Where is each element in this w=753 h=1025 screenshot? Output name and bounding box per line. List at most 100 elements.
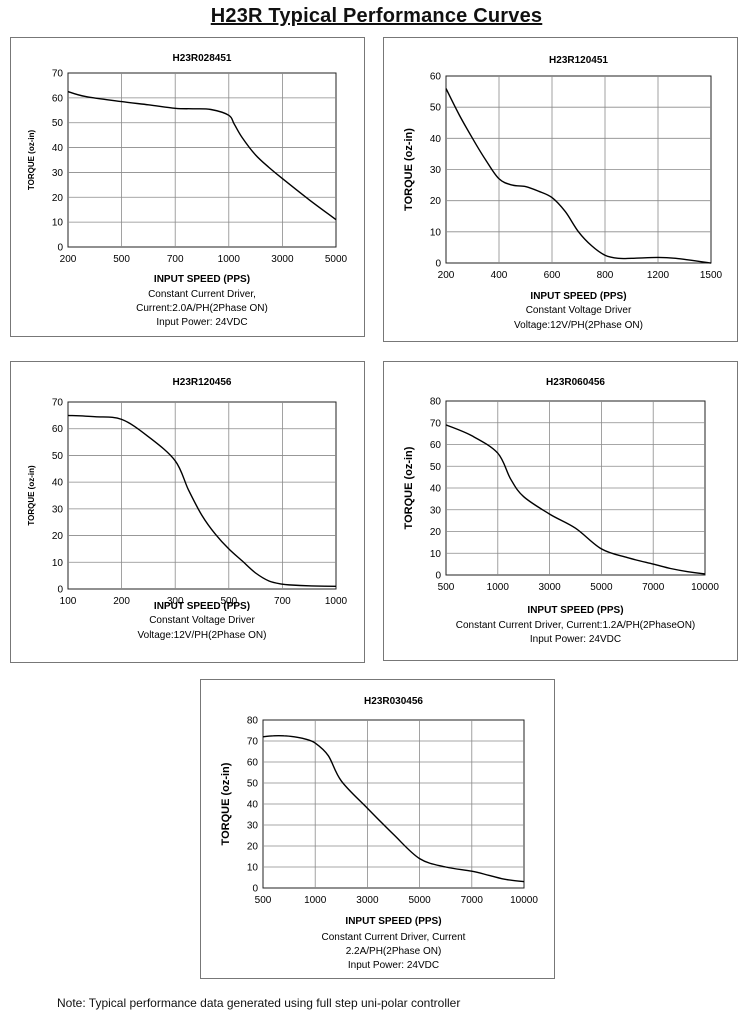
y-axis-label: TORQUE (oz-in): [27, 130, 36, 191]
x-tick-label: 10000: [510, 895, 538, 906]
chart-svg: H23R120451 0 10 20 30 40 50 60 200 400 600 800 1200 1…: [403, 55, 723, 331]
x-tick-label: 1000: [304, 895, 327, 906]
chart-title: H23R120456: [173, 377, 232, 388]
x-tick-label: 200: [113, 596, 130, 607]
chart-title: H23R030456: [364, 696, 423, 707]
y-tick-label: 40: [52, 143, 64, 154]
x-tick-label: 1000: [487, 582, 510, 593]
chart-caption-line: Constant Current Driver, Current:1.2A/PH…: [456, 620, 696, 631]
y-tick-label: 0: [57, 585, 63, 596]
y-tick-label: 70: [430, 418, 442, 429]
y-tick-label: 80: [247, 716, 259, 727]
y-tick-label: 30: [247, 821, 259, 832]
chart-caption-line: Input Power: 24VDC: [530, 634, 621, 645]
x-tick-label: 700: [274, 596, 291, 607]
torque-curve: [67, 414, 337, 587]
chart-caption-line: 2.2A/PH(2Phase ON): [346, 946, 442, 957]
x-tick-label: 1200: [647, 270, 670, 281]
y-tick-label: 0: [435, 259, 441, 270]
chart-caption-line: Current:2.0A/PH(2Phase ON): [136, 303, 268, 314]
chart-panel-h23r028451: H23R028451 0 10 20 30 40 50 60 70 200 500 700 1000 30…: [10, 37, 365, 337]
x-tick-label: 1000: [218, 254, 241, 265]
torque-curve: [67, 90, 337, 221]
y-tick-label: 20: [430, 527, 442, 538]
plot-area: [67, 401, 337, 590]
x-axis-label: INPUT SPEED (PPS): [154, 274, 250, 285]
x-tick-label: 5000: [408, 895, 431, 906]
y-axis-label: TORQUE (oz-in): [220, 762, 232, 845]
y-tick-label: 10: [247, 863, 259, 874]
y-tick-label: 70: [52, 69, 64, 80]
y-tick-label: 40: [52, 478, 64, 489]
x-tick-label: 7000: [642, 582, 665, 593]
torque-curve: [445, 88, 712, 264]
x-tick-label: 500: [255, 895, 272, 906]
y-axis-label: TORQUE (oz-in): [403, 128, 415, 211]
x-tick-label: 1000: [325, 596, 348, 607]
chart-caption-line: Constant Voltage Driver: [149, 615, 255, 626]
chart-title: H23R060456: [546, 377, 605, 388]
x-tick-label: 100: [60, 596, 77, 607]
y-tick-label: 30: [430, 505, 442, 516]
y-tick-label: 60: [247, 758, 259, 769]
x-tick-label: 3000: [538, 582, 561, 593]
chart-caption-line: Constant Voltage Driver: [526, 305, 632, 316]
y-tick-label: 60: [52, 93, 64, 104]
x-axis-label: INPUT SPEED (PPS): [530, 291, 626, 302]
y-tick-label: 20: [52, 531, 64, 542]
y-axis-label: TORQUE (oz-in): [27, 465, 36, 526]
x-tick-label: 800: [597, 270, 614, 281]
chart-svg: H23R120456 0 10 20 30 40 50 60 70 100 200 300 500 700…: [27, 377, 348, 641]
footnote: Note: Typical performance data generated…: [57, 996, 461, 1010]
y-tick-label: 60: [52, 424, 64, 435]
y-tick-label: 50: [52, 118, 64, 129]
chart-panel-h23r120456: H23R120456 0 10 20 30 40 50 60 70 100 200 300 500 700…: [10, 361, 365, 663]
x-tick-label: 5000: [590, 582, 613, 593]
y-tick-label: 0: [252, 884, 258, 895]
plot-area: [67, 72, 337, 248]
y-tick-label: 10: [52, 558, 64, 569]
y-axis-label: TORQUE (oz-in): [403, 446, 415, 529]
y-tick-label: 50: [430, 462, 442, 473]
chart-caption-line: Voltage:12V/PH(2Phase ON): [138, 630, 267, 641]
page-title: H23R Typical Performance Curves: [210, 5, 543, 27]
x-tick-label: 3000: [271, 254, 294, 265]
y-tick-label: 0: [57, 243, 63, 254]
chart-caption-line: Input Power: 24VDC: [156, 317, 247, 328]
x-tick-label: 700: [167, 254, 184, 265]
chart-panel-h23r030456: H23R030456 0 10 20 30 40 50 60 70 80 500 1000 3000 50…: [200, 679, 555, 979]
y-tick-label: 10: [430, 549, 442, 560]
y-tick-label: 10: [430, 227, 442, 238]
chart-title: H23R120451: [549, 55, 608, 66]
torque-curve: [445, 424, 706, 575]
chart-caption-line: Constant Current Driver, Current: [322, 932, 466, 943]
torque-curve: [262, 734, 525, 883]
chart-panel-h23r060456: H23R060456 0 10 20 30 40 50 60 70 80 500 1000 3000 50…: [383, 361, 738, 661]
y-tick-label: 50: [52, 451, 64, 462]
y-tick-label: 0: [435, 571, 441, 582]
chart-svg: H23R060456 0 10 20 30 40 50 60 70 80 500 1000 3000 50…: [403, 377, 719, 645]
x-tick-label: 300: [167, 596, 184, 607]
y-tick-label: 30: [430, 165, 442, 176]
x-tick-label: 200: [60, 254, 77, 265]
x-axis-label: INPUT SPEED (PPS): [154, 601, 250, 612]
chart-panel-h23r120451: H23R120451 0 10 20 30 40 50 60 200 400 600 800 1200 1…: [383, 37, 738, 342]
x-tick-label: 500: [113, 254, 130, 265]
y-tick-label: 40: [430, 134, 442, 145]
x-tick-label: 600: [544, 270, 561, 281]
chart-caption-line: Input Power: 24VDC: [348, 960, 439, 971]
y-tick-label: 30: [52, 504, 64, 515]
y-tick-label: 80: [430, 397, 442, 408]
chart-title: H23R028451: [173, 53, 232, 64]
chart-svg: H23R030456 0 10 20 30 40 50 60 70 80 500 1000 3000 50…: [220, 696, 538, 971]
y-tick-label: 20: [247, 842, 259, 853]
chart-caption-line: Constant Current Driver,: [148, 289, 256, 300]
x-tick-label: 500: [220, 596, 237, 607]
x-tick-label: 10000: [691, 582, 719, 593]
x-tick-label: 200: [438, 270, 455, 281]
y-tick-label: 20: [52, 193, 64, 204]
y-tick-label: 10: [52, 218, 64, 229]
y-tick-label: 70: [52, 398, 64, 409]
x-tick-label: 1500: [700, 270, 723, 281]
x-tick-label: 400: [491, 270, 508, 281]
